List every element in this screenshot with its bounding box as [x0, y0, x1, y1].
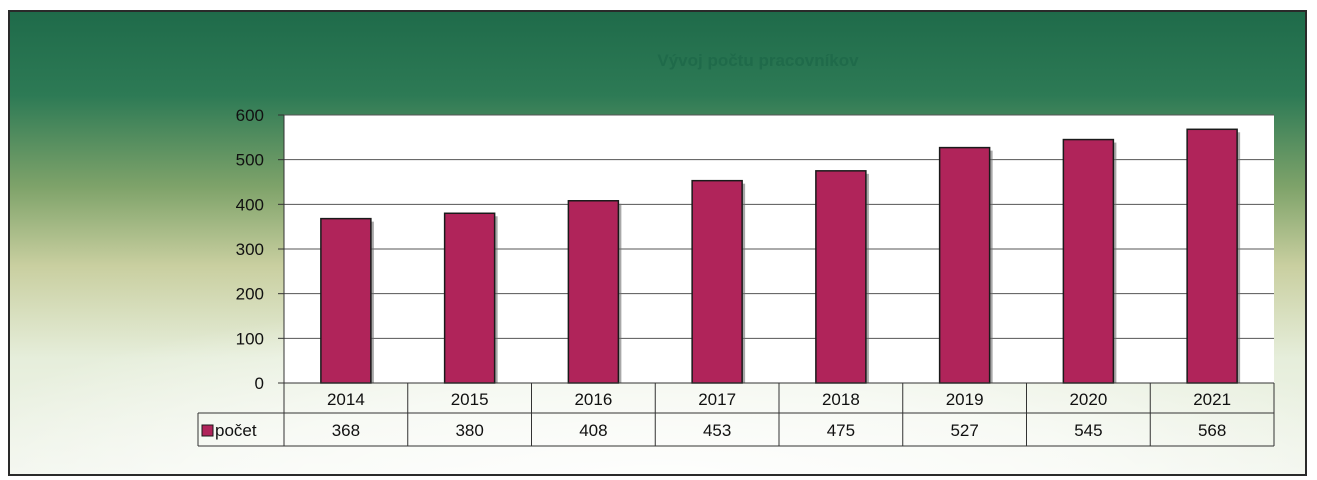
x-category-label: 2018	[822, 390, 860, 409]
data-table-value: 368	[332, 421, 360, 440]
x-category-label: 2016	[574, 390, 612, 409]
bar	[691, 179, 743, 384]
x-category-label: 2014	[327, 390, 365, 409]
legend-series-label: počet	[215, 421, 257, 440]
data-table-value: 568	[1198, 421, 1226, 440]
bar	[938, 146, 991, 384]
x-category-label: 2019	[946, 390, 984, 409]
x-category-label: 2017	[698, 390, 736, 409]
bar	[815, 170, 867, 384]
x-category-label: 2021	[1193, 390, 1231, 409]
y-tick-label: 600	[236, 106, 264, 125]
y-tick-label: 0	[255, 374, 264, 393]
bar	[320, 217, 372, 384]
bar	[567, 200, 620, 384]
chart-title: Vývoj počtu pracovníkov	[657, 51, 859, 70]
x-category-label: 2015	[451, 390, 489, 409]
bar	[443, 212, 496, 384]
y-tick-label: 400	[236, 195, 264, 214]
y-tick-label: 500	[236, 151, 264, 170]
data-table-value: 453	[703, 421, 731, 440]
y-tick-label: 300	[236, 240, 264, 259]
data-table-value: 527	[950, 421, 978, 440]
y-tick-label: 100	[236, 329, 264, 348]
bar	[1062, 138, 1115, 384]
data-table-value: 380	[455, 421, 483, 440]
legend-key-swatch	[201, 424, 214, 437]
data-table-value: 408	[579, 421, 607, 440]
data-table-value: 475	[827, 421, 855, 440]
x-category-label: 2020	[1069, 390, 1107, 409]
bar	[1186, 128, 1238, 384]
data-table-value: 545	[1074, 421, 1102, 440]
y-tick-label: 200	[236, 285, 264, 304]
